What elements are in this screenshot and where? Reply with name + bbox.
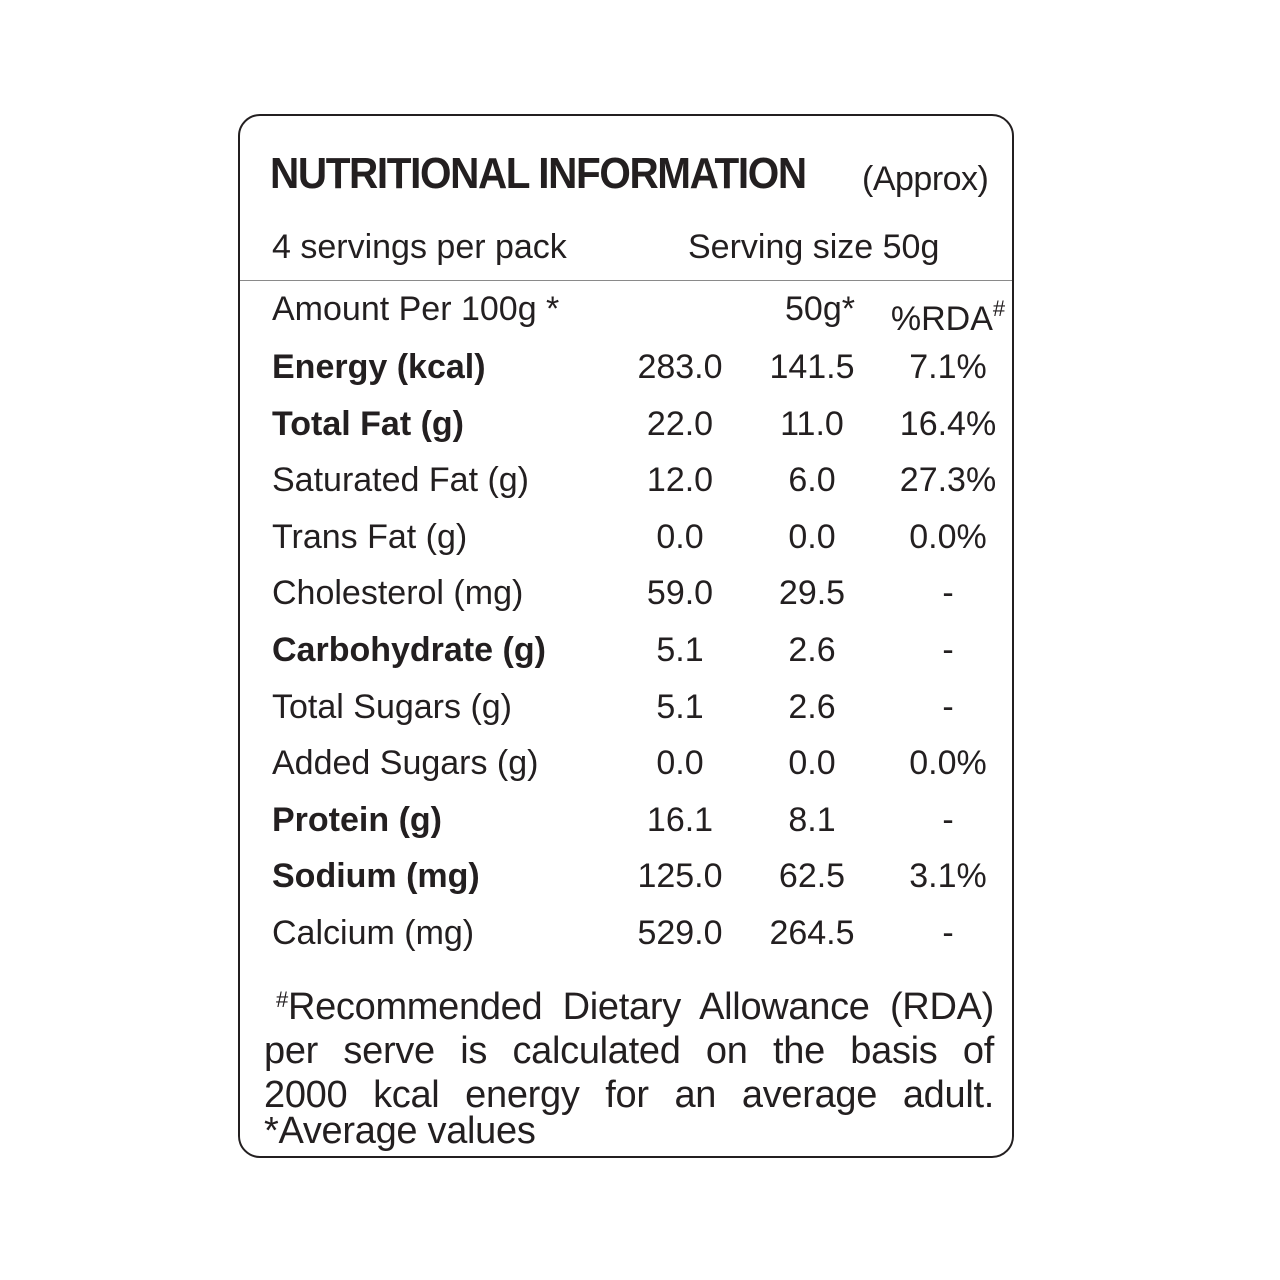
value-rda: 3.1% (909, 857, 987, 896)
value-rda: 0.0% (909, 744, 987, 783)
value-per-serving: 2.6 (788, 631, 836, 669)
value-rda: - (942, 631, 954, 669)
nutrient-name: Total Fat (g) (272, 404, 464, 443)
value-per-serving: 141.5 (769, 348, 855, 386)
value-per-100g: 529.0 (637, 914, 723, 952)
value-rda: 0.0% (909, 517, 987, 556)
footnote-mark: # (276, 987, 288, 1012)
value-per-100g: 125.0 (637, 857, 723, 896)
table-row: Sodium (mg) 125.0 62.5 3.1% (240, 851, 1012, 901)
nutrient-name: Sodium (mg) (272, 857, 480, 896)
serving-divider (240, 280, 1012, 281)
footnote-line-1-text: Recommended Dietary Allowance (RDA) (287, 986, 994, 1028)
value-rda: 16.4% (899, 404, 997, 443)
table-row: Protein (g) 16.1 8.1 - (240, 795, 1012, 845)
footnote-line-3: 2000 kcal energy for an average adult. (264, 1074, 994, 1116)
table-row: Total Sugars (g) 5.1 2.6 - (240, 682, 1012, 732)
table-row: Saturated Fat (g) 12.0 6.0 27.3% (240, 455, 1012, 505)
nutrient-name: Protein (g) (272, 800, 442, 839)
table-row: Energy (kcal) 283.0 141.5 7.1% (240, 342, 1012, 392)
nutrition-label-panel: NUTRITIONAL INFORMATION (Approx) 4 servi… (238, 114, 1014, 1158)
rda-footnote: #Recommended Dietary Allowance (RDA) per… (264, 978, 994, 1117)
label-title-main: NUTRITIONAL INFORMATION (270, 149, 807, 198)
serving-size: Serving size 50g (688, 228, 940, 266)
table-row: Added Sugars (g) 0.0 0.0 0.0% (240, 738, 1012, 788)
value-per-serving: 29.5 (778, 574, 846, 613)
nutrient-name: Total Sugars (g) (272, 687, 512, 726)
value-rda: 7.1% (909, 348, 987, 386)
value-per-100g: 16.1 (646, 800, 714, 839)
value-per-100g: 283.0 (637, 348, 723, 386)
nutrient-name: Calcium (mg) (272, 914, 475, 952)
table-row: Trans Fat (g) 0.0 0.0 0.0% (240, 512, 1012, 562)
servings-per-pack: 4 servings per pack (272, 228, 567, 266)
header-per-serving: 50g* (785, 290, 855, 328)
value-rda: 27.3% (899, 461, 997, 500)
table-row: Cholesterol (mg) 59.0 29.5 - (240, 568, 1012, 618)
nutrient-name: Saturated Fat (g) (272, 461, 530, 500)
value-per-serving: 0.0 (788, 517, 836, 556)
header-rda-label: %RDA (890, 300, 993, 338)
header-rda: %RDA# (888, 284, 1008, 344)
serving-info-row: 4 servings per pack Serving size 50g (240, 228, 1012, 280)
nutrient-name: Cholesterol (mg) (272, 574, 524, 613)
table-row: Calcium (mg) 529.0 264.5 - (240, 908, 1012, 958)
value-rda: - (942, 914, 954, 952)
value-per-serving: 6.0 (788, 461, 836, 500)
value-per-100g: 59.0 (646, 574, 714, 613)
nutrient-name: Added Sugars (g) (272, 744, 539, 783)
table-row: Total Fat (g) 22.0 11.0 16.4% (240, 399, 1012, 449)
label-title: NUTRITIONAL INFORMATION (Approx) (270, 149, 989, 198)
value-per-serving: 264.5 (769, 914, 855, 952)
value-per-100g: 22.0 (646, 404, 714, 443)
table-header-row: Amount Per 100g * 50g* %RDA# (240, 284, 1012, 338)
value-rda: - (942, 687, 954, 726)
value-per-serving: 2.6 (788, 687, 836, 726)
value-per-100g: 0.0 (656, 744, 704, 783)
value-per-100g: 5.1 (656, 687, 704, 726)
value-per-serving: 0.0 (788, 744, 836, 783)
value-per-serving: 8.1 (788, 800, 836, 839)
value-per-100g: 0.0 (656, 517, 704, 556)
nutrient-name: Carbohydrate (g) (272, 631, 546, 669)
value-per-100g: 5.1 (656, 631, 704, 669)
footnote-line-2: per serve is calculated on the basis of (264, 1030, 994, 1072)
value-per-100g: 12.0 (646, 461, 714, 500)
table-row: Carbohydrate (g) 5.1 2.6 - (240, 625, 1012, 675)
header-amount-per-100g: Amount Per 100g * (272, 290, 560, 328)
footnote-line-1: #Recommended Dietary Allowance (RDA) (264, 978, 994, 1029)
value-per-serving: 11.0 (780, 404, 844, 443)
value-rda: - (942, 800, 954, 839)
average-values-note: *Average values (264, 1110, 536, 1152)
value-rda: - (942, 574, 954, 613)
header-rda-mark: # (992, 296, 1006, 321)
label-title-note: (Approx) (862, 160, 989, 198)
nutrient-name: Trans Fat (g) (272, 517, 468, 556)
value-per-serving: 62.5 (778, 857, 846, 896)
nutrient-name: Energy (kcal) (272, 348, 486, 386)
